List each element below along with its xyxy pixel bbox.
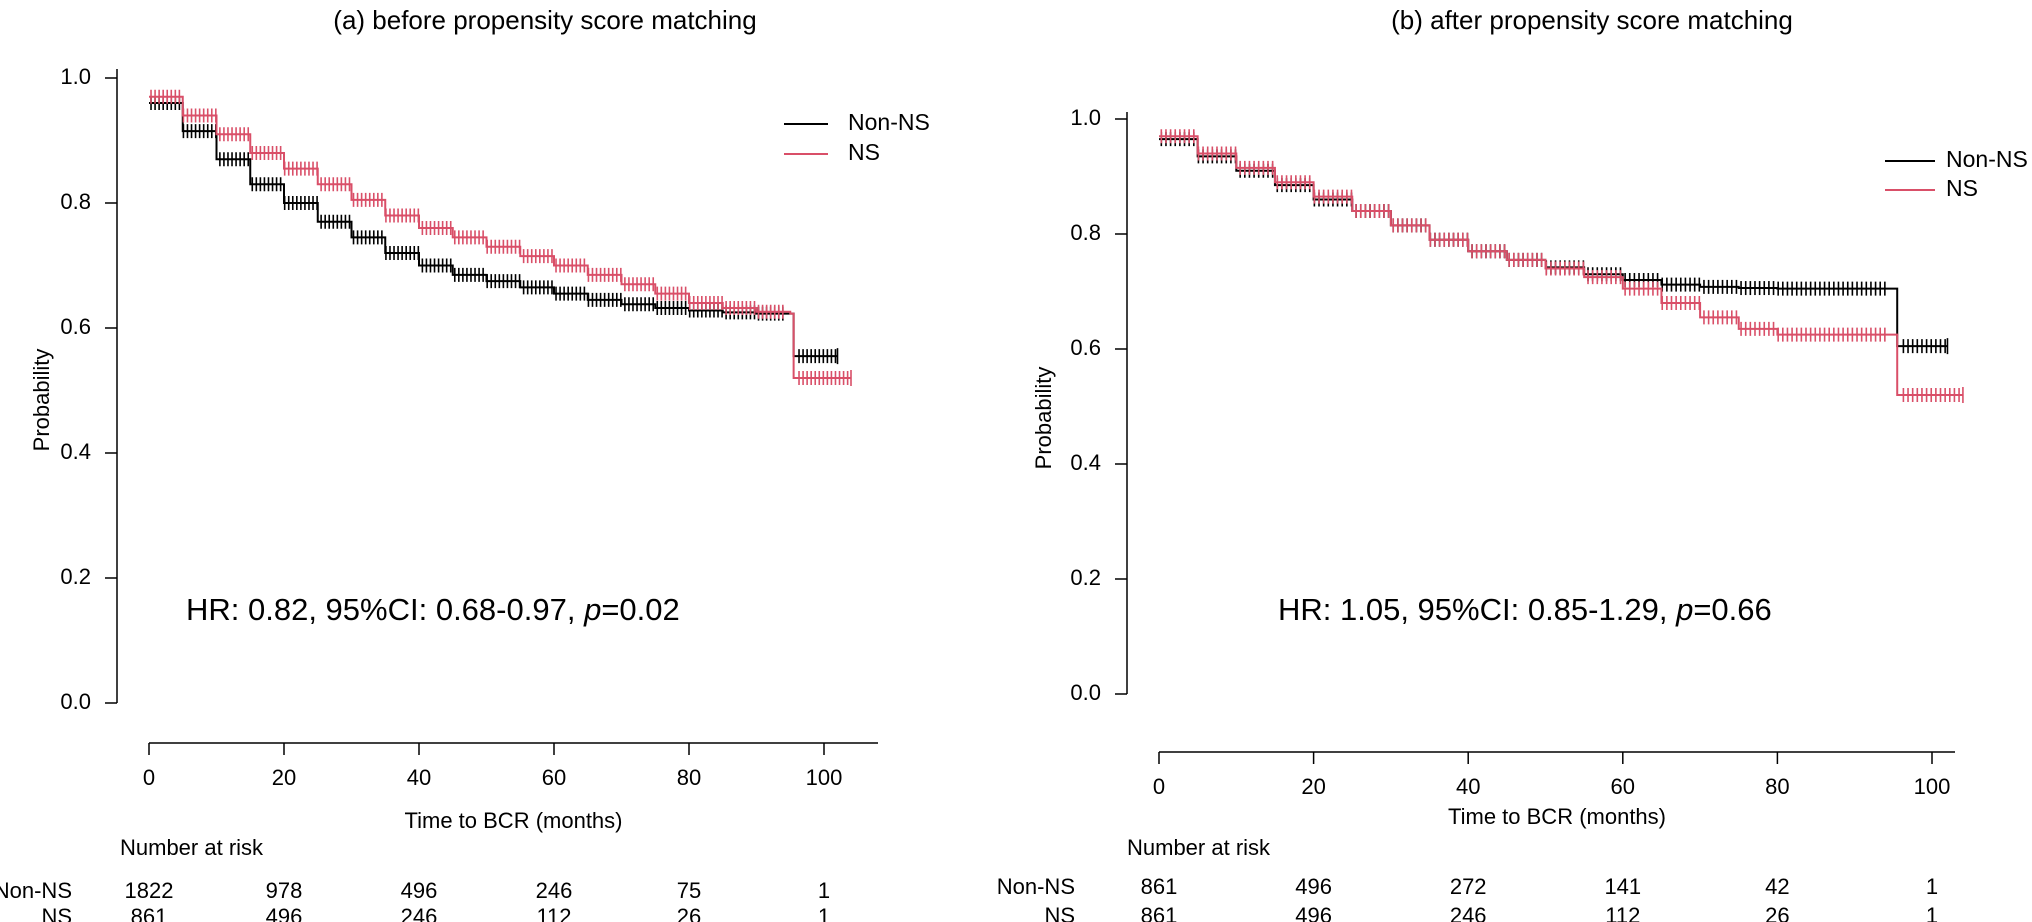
x-tick-label: 80: [1765, 774, 1789, 799]
risk-table-header: Number at risk: [120, 835, 264, 860]
x-tick-label: 60: [542, 765, 566, 790]
x-tick-label: 40: [407, 765, 431, 790]
y-tick-label: 0.6: [1070, 335, 1101, 360]
risk-row-label: NS: [41, 904, 72, 922]
hr-suffix: =0.66: [1693, 592, 1771, 627]
x-tick-label: 20: [272, 765, 296, 790]
y-axis-label: Probability: [1031, 367, 1056, 470]
y-tick-label: 0.0: [60, 689, 91, 714]
y-tick-label: 0.4: [1070, 450, 1101, 475]
legend-label: Non-NS: [848, 109, 930, 135]
hr-prefix: HR: 0.82, 95%CI: 0.68-0.97,: [186, 592, 584, 627]
x-tick-label: 20: [1301, 774, 1325, 799]
risk-value: 1: [818, 904, 830, 922]
risk-value: 1: [1926, 903, 1938, 922]
risk-value: 1: [1926, 874, 1938, 899]
risk-value: 112: [1605, 903, 1640, 922]
y-tick-label: 0.2: [1070, 565, 1101, 590]
x-tick-label: 60: [1611, 774, 1635, 799]
hr-prefix: HR: 1.05, 95%CI: 0.85-1.29,: [1278, 592, 1676, 627]
km-curve-non-ns: [1159, 138, 1948, 348]
risk-value: 496: [1295, 903, 1332, 922]
y-tick-label: 1.0: [1070, 105, 1101, 130]
chart-title: (a) before propensity score matching: [333, 5, 756, 35]
x-tick-label: 0: [143, 765, 155, 790]
x-axis-label: Time to BCR (months): [404, 808, 622, 833]
hr-suffix: =0.02: [601, 592, 679, 627]
legend: Non-NS NS: [784, 109, 930, 165]
x-tick-label: 100: [806, 765, 843, 790]
risk-row-label: NS: [1044, 903, 1075, 922]
hr-annotation: HR: 1.05, 95%CI: 0.85-1.29, p=0.66: [1278, 592, 1772, 627]
x-tick-label: 40: [1456, 774, 1480, 799]
risk-row-label: Non-NS: [997, 874, 1075, 899]
risk-value: 496: [266, 904, 303, 922]
risk-table-header: Number at risk: [1127, 835, 1271, 860]
p-label: p: [583, 592, 601, 627]
legend-label: NS: [1946, 175, 1978, 201]
x-axis-label: Time to BCR (months): [1448, 804, 1666, 829]
risk-value: 246: [536, 878, 573, 903]
hr-annotation: HR: 0.82, 95%CI: 0.68-0.97, p=0.02: [186, 592, 680, 627]
risk-value: 26: [677, 904, 701, 922]
y-tick-label: 0.4: [60, 439, 91, 464]
risk-value: 246: [401, 904, 438, 922]
risk-value: 861: [1141, 903, 1178, 922]
y-tick-label: 1.0: [60, 64, 91, 89]
risk-value: 42: [1765, 874, 1789, 899]
censor-marks-non-ns: [1160, 132, 1949, 355]
risk-value: 75: [677, 878, 701, 903]
risk-value: 861: [131, 904, 168, 922]
risk-value: 112: [536, 904, 571, 922]
y-axis-label: Probability: [29, 349, 54, 452]
risk-table: Number at risk Non-NS 861 496 272 141 42 1 NS 861…: [997, 835, 1938, 922]
risk-value: 1: [818, 878, 830, 903]
risk-row-label: Non-NS: [0, 878, 72, 903]
x-tick-label: 80: [677, 765, 701, 790]
risk-value: 978: [266, 878, 303, 903]
risk-value: 496: [401, 878, 438, 903]
risk-value: 272: [1450, 874, 1487, 899]
censor-marks-ns: [1160, 129, 1964, 403]
risk-value: 141: [1604, 874, 1641, 899]
chart-title: (b) after propensity score matching: [1391, 5, 1793, 35]
y-tick-label: 0.2: [60, 564, 91, 589]
risk-value: 496: [1295, 874, 1332, 899]
censor-marks-non-ns: [150, 96, 839, 365]
legend-label: NS: [848, 139, 880, 165]
risk-value: 26: [1765, 903, 1789, 922]
legend-label: Non-NS: [1946, 146, 2028, 172]
chart-panel-b: (b) after propensity score matching 0.0 0.…: [997, 5, 2028, 922]
km-curve-ns: [149, 95, 851, 379]
x-tick-label: 0: [1153, 774, 1165, 799]
p-label: p: [1675, 592, 1693, 627]
y-tick-label: 0.6: [60, 314, 91, 339]
risk-value: 861: [1141, 874, 1178, 899]
risk-value: 1822: [125, 878, 174, 903]
censor-marks-ns: [150, 89, 852, 386]
legend: Non-NS NS: [1885, 146, 2028, 201]
y-tick-label: 0.8: [60, 189, 91, 214]
chart-panel-a: (a) before propensity score matching 0.0 0…: [0, 5, 930, 922]
y-tick-label: 0.8: [1070, 220, 1101, 245]
risk-value: 246: [1450, 903, 1487, 922]
y-tick-label: 0.0: [1070, 680, 1101, 705]
x-tick-label: 100: [1914, 774, 1951, 799]
